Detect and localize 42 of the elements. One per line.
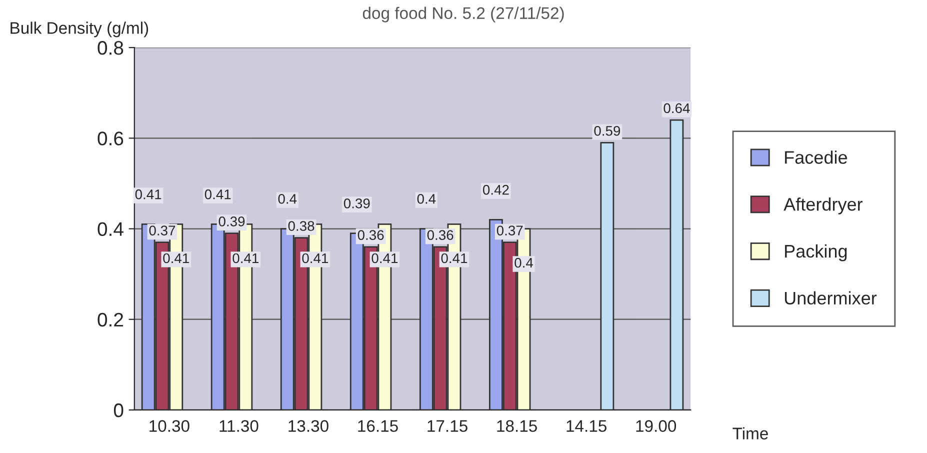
data-label: 0.41 — [163, 253, 189, 264]
data-label: 0.38 — [288, 221, 314, 231]
data-label: 0.41 — [232, 253, 258, 264]
y-tick-label: 0.8 — [98, 41, 124, 55]
bar — [670, 119, 684, 410]
data-label: 0.41 — [204, 189, 231, 200]
data-label: 0.41 — [372, 253, 398, 264]
data-label: 0.41 — [135, 189, 162, 200]
data-label: 0.4 — [278, 194, 297, 204]
data-label: 0.36 — [427, 230, 454, 240]
x-tick-label: 11.30 — [220, 420, 258, 432]
legend-label: Packing — [785, 244, 847, 262]
y-axis-title: Bulk Density (g/ml) — [10, 22, 148, 38]
y-tick-label: 0.2 — [98, 312, 124, 327]
x-tick-label: 19.00 — [636, 420, 676, 432]
y-tick-label: 0.6 — [98, 132, 124, 146]
x-tick-label: 16.15 — [358, 420, 398, 432]
y-tick-label: 0 — [114, 403, 124, 418]
data-label: 0.39 — [344, 198, 370, 208]
data-label: 0.37 — [496, 226, 523, 236]
x-tick-label: 13.30 — [288, 420, 328, 432]
data-label: 0.37 — [149, 226, 176, 236]
data-label: 0.59 — [594, 126, 620, 136]
bar — [600, 142, 614, 410]
data-label: 0.4 — [417, 194, 436, 204]
x-tick-label: 18.15 — [497, 420, 537, 432]
x-tick-label: 10.30 — [150, 420, 190, 432]
y-tick-label: 0.4 — [98, 222, 124, 236]
data-label: 0.42 — [482, 184, 509, 195]
data-label: 0.39 — [218, 216, 245, 226]
data-label: 0.4 — [514, 258, 534, 268]
legend-label: Undermixer — [784, 291, 877, 305]
data-label: 0.64 — [664, 103, 690, 114]
data-label: 0.41 — [302, 253, 328, 264]
chart-title: dog food No. 5.2 (27/11/52) — [362, 6, 564, 22]
x-tick-label: 14.15 — [566, 420, 606, 432]
data-label: 0.41 — [441, 253, 468, 264]
legend-label: Afterdryer — [784, 197, 863, 214]
x-axis-title: Time — [732, 427, 768, 440]
legend-label: Facedie — [785, 150, 848, 164]
data-label: 0.36 — [358, 230, 384, 240]
x-tick-label: 17.15 — [428, 420, 468, 432]
